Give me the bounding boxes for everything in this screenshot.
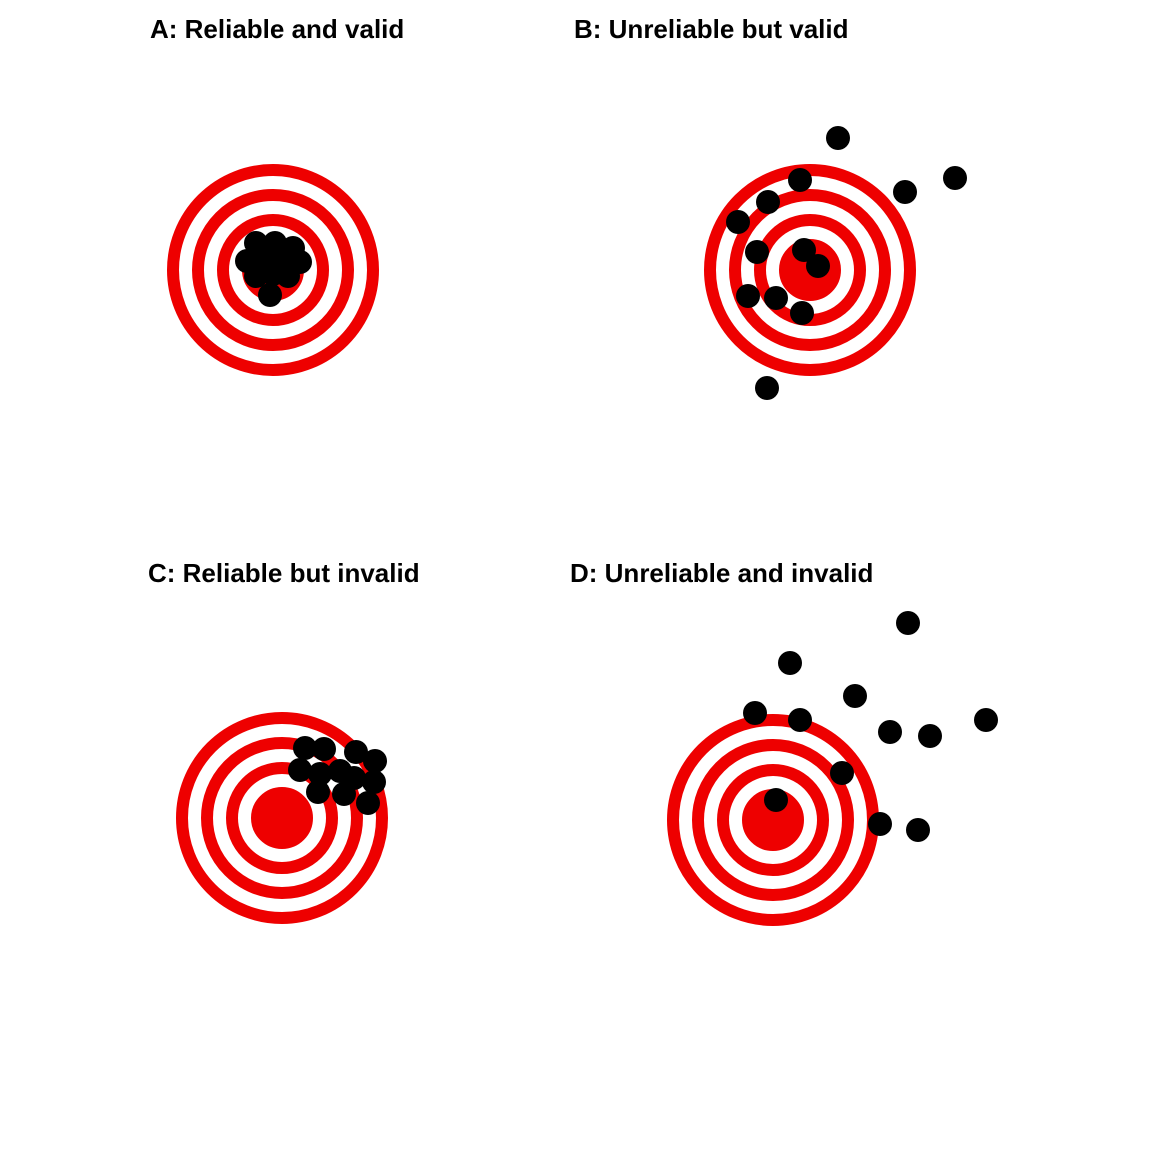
data-point bbox=[906, 818, 930, 842]
data-point bbox=[843, 684, 867, 708]
figure-canvas: A: Reliable and valid B: Unreliable but … bbox=[0, 0, 1152, 1152]
data-point bbox=[778, 651, 802, 675]
data-point bbox=[743, 701, 767, 725]
data-point bbox=[830, 761, 854, 785]
data-point bbox=[918, 724, 942, 748]
data-point bbox=[878, 720, 902, 744]
data-point bbox=[974, 708, 998, 732]
data-point bbox=[764, 788, 788, 812]
panel-d-svg bbox=[0, 0, 1152, 1152]
data-point bbox=[788, 708, 812, 732]
data-point bbox=[868, 812, 892, 836]
data-point bbox=[896, 611, 920, 635]
